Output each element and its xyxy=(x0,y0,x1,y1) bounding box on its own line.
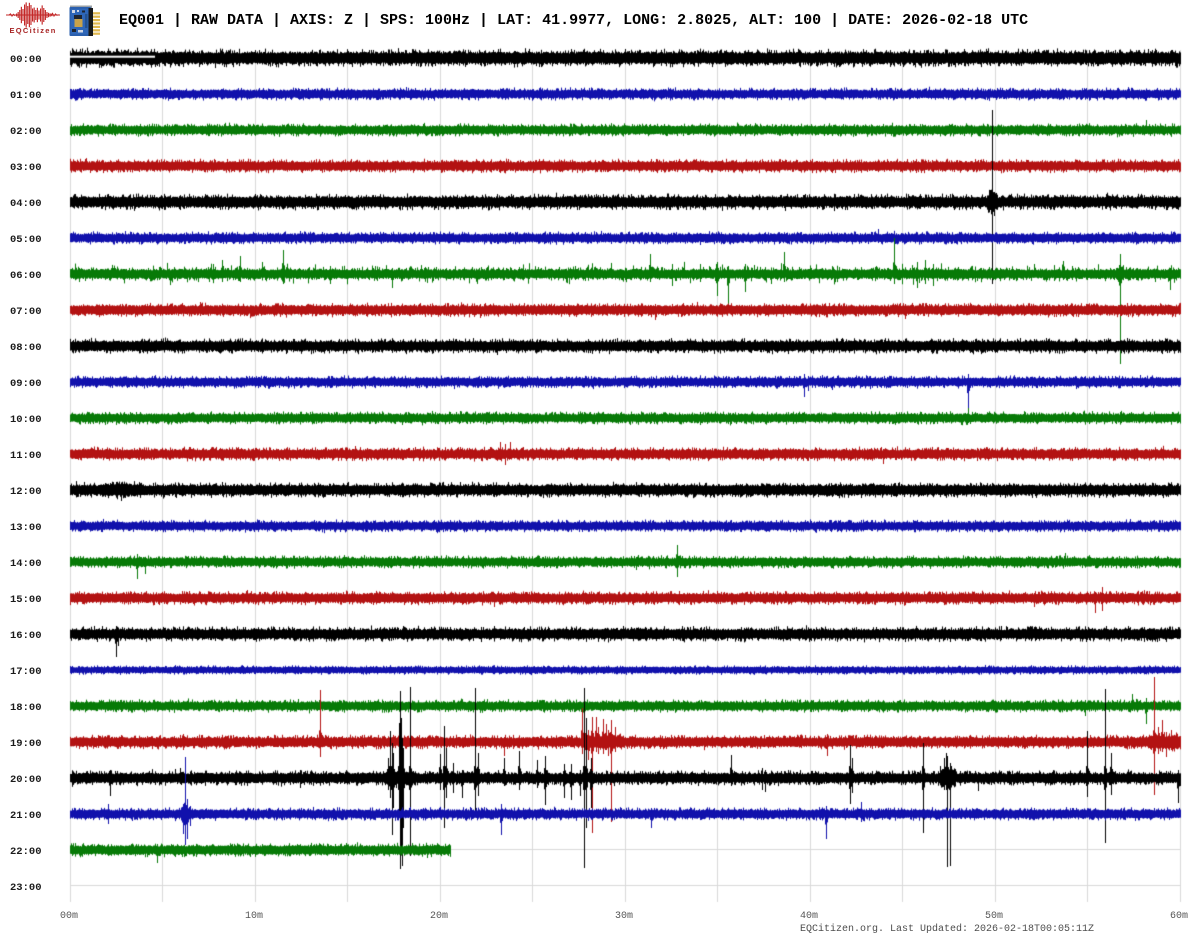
svg-text:EQCitizen: EQCitizen xyxy=(10,26,57,35)
